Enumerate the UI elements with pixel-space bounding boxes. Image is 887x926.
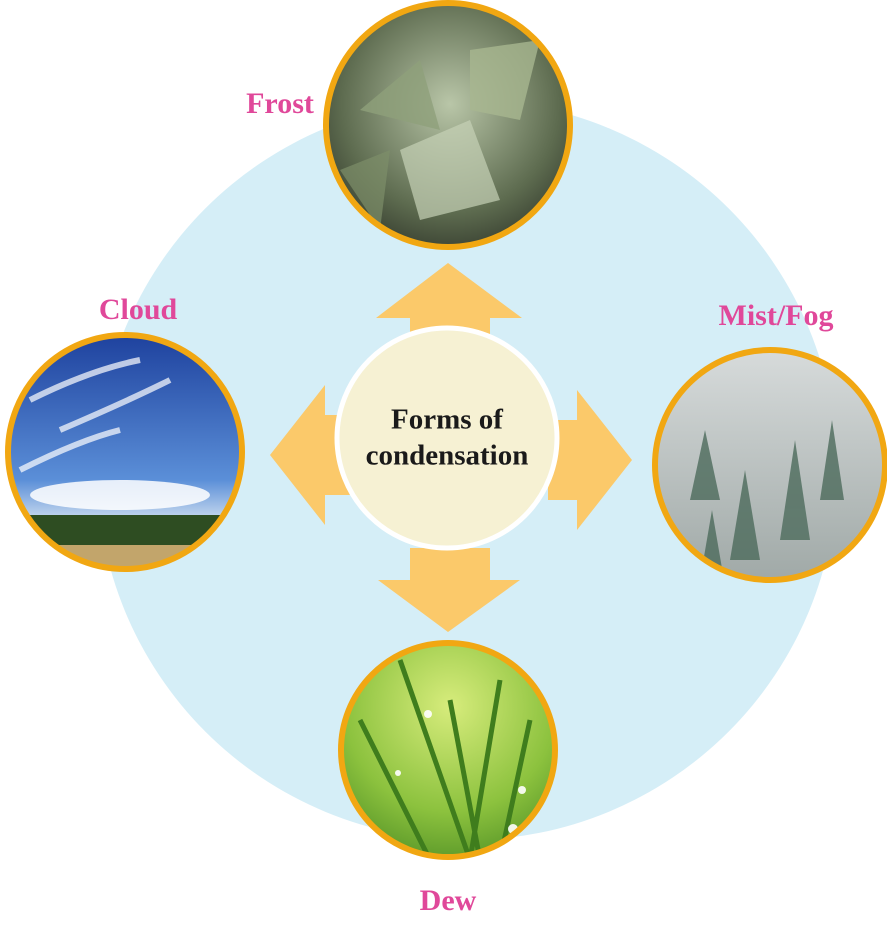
- mist-ring: [652, 347, 887, 583]
- node-label: Mist/Fog: [719, 299, 834, 332]
- center-label: Forms of: [391, 404, 503, 436]
- arrow-left: [270, 385, 352, 525]
- center-label: condensation: [366, 440, 529, 472]
- node-label: Frost: [246, 87, 314, 120]
- center-circle: [334, 325, 560, 551]
- cloud-ring: [5, 332, 245, 572]
- frost-photo: [326, 3, 570, 247]
- dew-ring: [338, 640, 558, 860]
- dew-photo: [341, 643, 555, 857]
- node-label: Cloud: [99, 293, 178, 326]
- arrow-up: [376, 263, 522, 345]
- frost-ring: [323, 0, 573, 250]
- arrow-down: [378, 548, 520, 632]
- arrow-right: [548, 390, 632, 530]
- mist-photo: [655, 350, 885, 580]
- arrows: [270, 263, 632, 632]
- node-label: Dew: [420, 884, 477, 917]
